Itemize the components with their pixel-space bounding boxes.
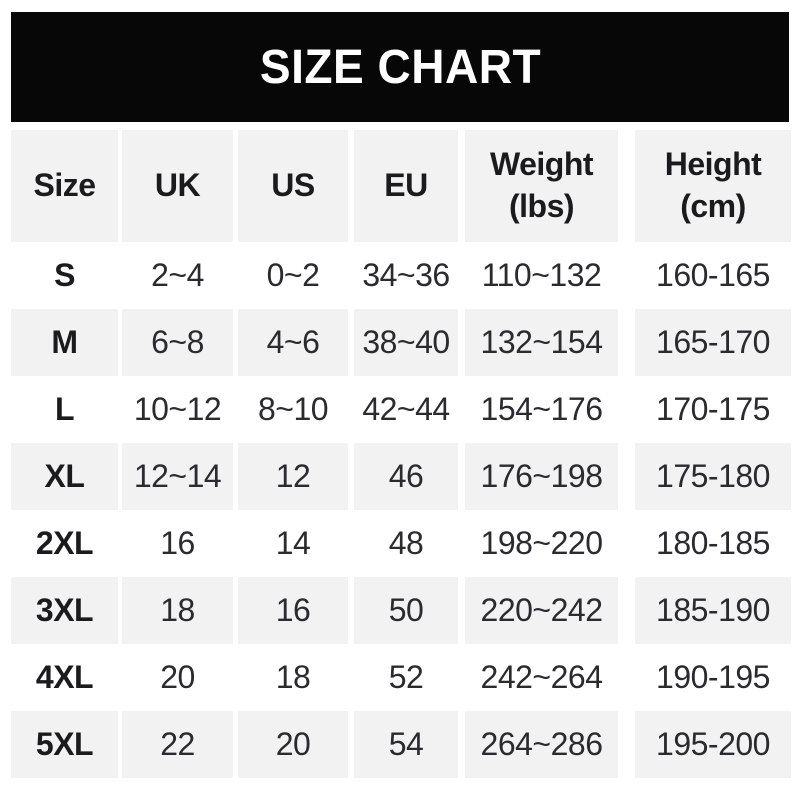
size-label-cell: 4XL (35, 659, 94, 695)
table-row: 2XL 16 14 48 198~220 180-185 (11, 510, 791, 577)
table-cell: 54 (354, 711, 458, 778)
table-cell: 180-185 (656, 525, 770, 561)
size-label-cell: 2XL (35, 525, 94, 561)
table-cell: 4~6 (238, 309, 348, 376)
table-cell: 16 (238, 577, 348, 644)
banner: SIZE CHART (11, 12, 789, 122)
table-row: 5XL 22 20 54 264~286 195-200 (11, 711, 791, 778)
table-cell: 170-175 (656, 391, 770, 427)
size-label-cell: L (54, 391, 75, 427)
table-cell: 18 (275, 659, 311, 695)
table-cell: 0~2 (266, 257, 320, 293)
table-row: L 10~12 8~10 42~44 154~176 170-175 (11, 376, 791, 443)
column-header: Weight (lbs) (465, 130, 618, 242)
table-cell: 10~12 (133, 391, 222, 427)
table-cell: 22 (122, 711, 233, 778)
table-cell: 176~198 (465, 443, 618, 510)
table-cell: 20 (238, 711, 348, 778)
page-title: SIZE CHART (259, 40, 541, 94)
column-header: UK (122, 130, 233, 242)
table-cell: 14 (275, 525, 311, 561)
table-cell: 18 (122, 577, 233, 644)
table-cell: 46 (354, 443, 458, 510)
table-cell: 34~36 (362, 257, 450, 293)
table-cell: 8~10 (257, 391, 329, 427)
size-table: Size UK US EU Weight (lbs) Height (cm) S 2~4 0~… (11, 130, 791, 778)
table-cell: 195-200 (635, 711, 791, 778)
table-cell: 48 (388, 525, 424, 561)
column-header: Size (11, 130, 118, 242)
table-cell: 264~286 (465, 711, 618, 778)
table-cell: 242~264 (480, 659, 603, 695)
table-row: 3XL 18 16 50 220~242 185-190 (11, 577, 791, 644)
table-cell: 220~242 (465, 577, 618, 644)
column-header: US (238, 130, 348, 242)
table-row: 4XL 20 18 52 242~264 190-195 (11, 644, 791, 711)
table-cell: 52 (388, 659, 424, 695)
size-label-cell: 3XL (11, 577, 118, 644)
table-cell: 175-180 (635, 443, 791, 510)
size-label-cell: 5XL (11, 711, 118, 778)
table-row: S 2~4 0~2 34~36 110~132 160-165 (11, 242, 791, 309)
table-cell: 6~8 (122, 309, 233, 376)
table-cell: 50 (354, 577, 458, 644)
table-cell: 16 (160, 525, 195, 561)
table-cell: 38~40 (354, 309, 458, 376)
table-cell: 154~176 (480, 391, 603, 427)
table-cell: 12 (238, 443, 348, 510)
table-cell: 190-195 (656, 659, 770, 695)
table-cell: 20 (160, 659, 195, 695)
column-header: EU (354, 130, 458, 242)
table-cell: 198~220 (480, 525, 603, 561)
table-row: XL 12~14 12 46 176~198 175-180 (11, 443, 791, 510)
table-cell: 185-190 (635, 577, 791, 644)
column-header: Height (cm) (635, 130, 791, 242)
table-cell: 160-165 (656, 257, 770, 293)
table-cell: 2~4 (151, 257, 204, 293)
table-cell: 110~132 (481, 257, 602, 293)
size-label-cell: M (11, 309, 118, 376)
table-row: M 6~8 4~6 38~40 132~154 165-170 (11, 309, 791, 376)
table-header-row: Size UK US EU Weight (lbs) Height (cm) (11, 130, 791, 242)
size-label-cell: S (54, 257, 75, 293)
table-cell: 165-170 (635, 309, 791, 376)
table-cell: 42~44 (362, 391, 450, 427)
table-cell: 132~154 (465, 309, 618, 376)
size-label-cell: XL (11, 443, 118, 510)
table-cell: 12~14 (122, 443, 233, 510)
